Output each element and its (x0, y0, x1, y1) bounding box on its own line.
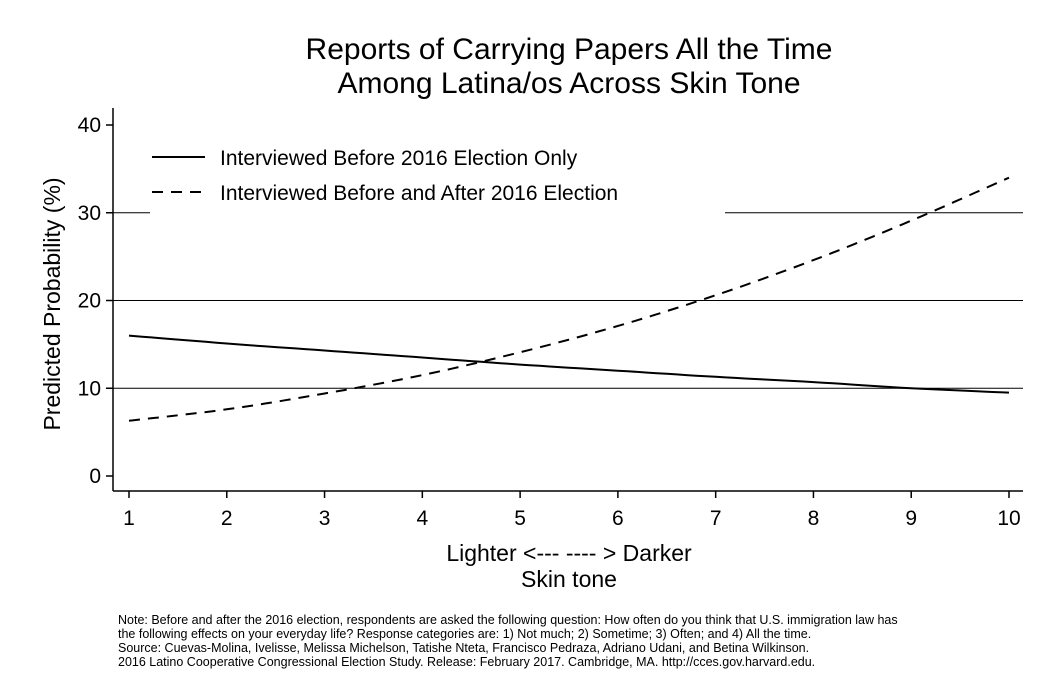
y-tick-label-30: 30 (78, 202, 101, 225)
x-tick-label-6: 6 (612, 507, 624, 530)
x-tick-label-1: 1 (123, 507, 135, 530)
x-tick-label-7: 7 (710, 507, 722, 530)
x-tick-label-9: 9 (905, 507, 917, 530)
chart-title-line-2: Among Latina/os Across Skin Tone (337, 67, 800, 100)
note-line-2: the following effects on your everyday l… (118, 627, 811, 641)
x-tick-label-5: 5 (514, 507, 526, 530)
y-tick-label-10: 10 (78, 377, 101, 400)
series-lines (128, 176, 1010, 422)
y-tick-label-40: 40 (78, 114, 101, 137)
x-tick-label-4: 4 (416, 507, 428, 530)
series-line-solid (128, 334, 1010, 394)
x-axis-title-line-2: Skin tone (521, 566, 617, 592)
y-axis-title: Predicted Probability (%) (39, 177, 65, 430)
y-tick-label-0: 0 (89, 465, 101, 488)
note-line-4: 2016 Latino Cooperative Congressional El… (118, 655, 815, 669)
legend-box (150, 135, 725, 225)
chart-title-line-1: Reports of Carrying Papers All the Time (306, 33, 833, 66)
x-axis-title-line-1: Lighter <--- ---- > Darker (446, 540, 692, 566)
x-tick-label-3: 3 (319, 507, 331, 530)
x-tick-label-8: 8 (808, 507, 820, 530)
y-tick-label-20: 20 (78, 290, 101, 313)
series-line-dashed (128, 176, 1010, 422)
note-line-1: Note: Before and after the 2016 election… (118, 613, 898, 627)
legend-label-solid: Interviewed Before 2016 Election Only (220, 147, 578, 170)
x-tick-label-10: 10 (997, 507, 1020, 530)
note-line-3: Source: Cuevas-Molina, Ivelisse, Melissa… (118, 641, 809, 655)
axes: 0 10 20 30 40 1 2 3 4 5 6 7 8 9 10 (78, 108, 1023, 530)
legend-label-dashed: Interviewed Before and After 2016 Electi… (220, 182, 618, 205)
x-tick-label-2: 2 (221, 507, 233, 530)
